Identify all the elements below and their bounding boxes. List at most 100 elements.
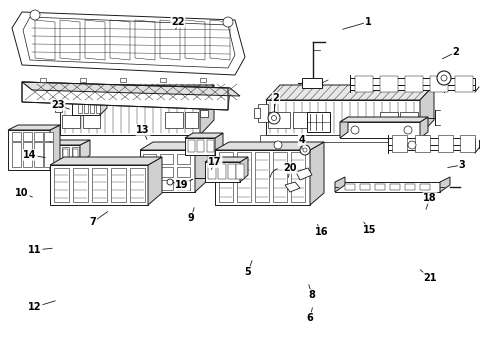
Polygon shape	[62, 115, 80, 128]
Polygon shape	[227, 164, 236, 179]
Polygon shape	[419, 117, 427, 138]
Text: 14: 14	[23, 150, 37, 160]
Polygon shape	[177, 154, 190, 164]
Polygon shape	[90, 102, 94, 113]
Polygon shape	[254, 152, 268, 202]
Polygon shape	[237, 152, 250, 202]
Polygon shape	[23, 142, 32, 167]
Polygon shape	[292, 112, 309, 128]
Polygon shape	[34, 142, 43, 167]
Polygon shape	[391, 135, 406, 152]
Text: 15: 15	[363, 225, 376, 235]
Text: 5: 5	[244, 267, 251, 277]
Polygon shape	[302, 78, 321, 88]
Polygon shape	[38, 140, 90, 145]
Polygon shape	[409, 142, 427, 148]
Polygon shape	[374, 184, 384, 190]
Text: 17: 17	[208, 157, 221, 167]
Text: 7: 7	[89, 217, 96, 227]
Polygon shape	[339, 117, 347, 138]
Polygon shape	[389, 184, 399, 190]
Text: 10: 10	[15, 188, 29, 198]
Polygon shape	[379, 112, 397, 128]
Polygon shape	[140, 142, 207, 150]
Polygon shape	[160, 154, 173, 164]
Circle shape	[30, 10, 40, 20]
Polygon shape	[96, 102, 100, 113]
Circle shape	[303, 148, 306, 152]
Polygon shape	[215, 150, 309, 205]
Polygon shape	[219, 152, 232, 202]
Polygon shape	[84, 102, 88, 113]
Text: 2: 2	[452, 47, 458, 57]
Polygon shape	[339, 117, 427, 122]
Circle shape	[267, 112, 280, 124]
Circle shape	[299, 145, 309, 155]
Polygon shape	[34, 132, 43, 141]
Polygon shape	[419, 184, 429, 190]
Polygon shape	[309, 142, 324, 205]
Polygon shape	[419, 85, 433, 135]
Polygon shape	[22, 82, 229, 110]
Polygon shape	[295, 168, 311, 180]
Polygon shape	[404, 184, 414, 190]
Polygon shape	[12, 142, 21, 167]
Polygon shape	[53, 149, 58, 161]
Polygon shape	[240, 157, 247, 182]
Circle shape	[350, 126, 358, 134]
Polygon shape	[345, 184, 354, 190]
Polygon shape	[339, 122, 419, 138]
Polygon shape	[72, 95, 107, 100]
Polygon shape	[83, 115, 100, 128]
Polygon shape	[197, 140, 203, 152]
Polygon shape	[354, 76, 372, 92]
Text: 12: 12	[28, 302, 41, 312]
Polygon shape	[177, 167, 190, 177]
Polygon shape	[100, 95, 107, 115]
Polygon shape	[142, 180, 156, 190]
Polygon shape	[200, 78, 205, 82]
Polygon shape	[148, 157, 162, 205]
Polygon shape	[204, 162, 240, 182]
Polygon shape	[50, 157, 162, 165]
Text: 23: 23	[51, 100, 64, 110]
Polygon shape	[8, 130, 50, 170]
Polygon shape	[160, 78, 165, 82]
Polygon shape	[258, 104, 267, 122]
Polygon shape	[253, 108, 260, 118]
Polygon shape	[120, 78, 126, 82]
Circle shape	[271, 116, 276, 121]
Polygon shape	[80, 140, 90, 164]
Text: 11: 11	[28, 245, 41, 255]
Polygon shape	[42, 147, 49, 162]
Polygon shape	[207, 164, 216, 179]
Polygon shape	[44, 142, 53, 167]
Polygon shape	[206, 140, 214, 152]
Polygon shape	[204, 157, 247, 162]
Polygon shape	[43, 149, 48, 161]
Polygon shape	[195, 142, 207, 192]
Polygon shape	[260, 135, 427, 142]
Polygon shape	[50, 165, 148, 205]
Polygon shape	[379, 76, 397, 92]
Polygon shape	[92, 168, 107, 202]
Text: 1: 1	[364, 17, 370, 27]
Polygon shape	[54, 168, 69, 202]
Polygon shape	[73, 149, 78, 161]
Polygon shape	[349, 85, 474, 90]
Polygon shape	[142, 154, 156, 164]
Polygon shape	[459, 135, 474, 152]
Polygon shape	[387, 138, 474, 145]
Polygon shape	[200, 110, 207, 117]
Polygon shape	[52, 147, 59, 162]
Polygon shape	[399, 112, 417, 128]
Polygon shape	[23, 132, 32, 141]
Polygon shape	[22, 82, 240, 96]
Circle shape	[440, 75, 446, 81]
Polygon shape	[404, 76, 422, 92]
Polygon shape	[12, 132, 21, 141]
Polygon shape	[267, 112, 289, 128]
Text: 20: 20	[283, 163, 296, 173]
Polygon shape	[140, 150, 195, 192]
Polygon shape	[142, 167, 156, 177]
